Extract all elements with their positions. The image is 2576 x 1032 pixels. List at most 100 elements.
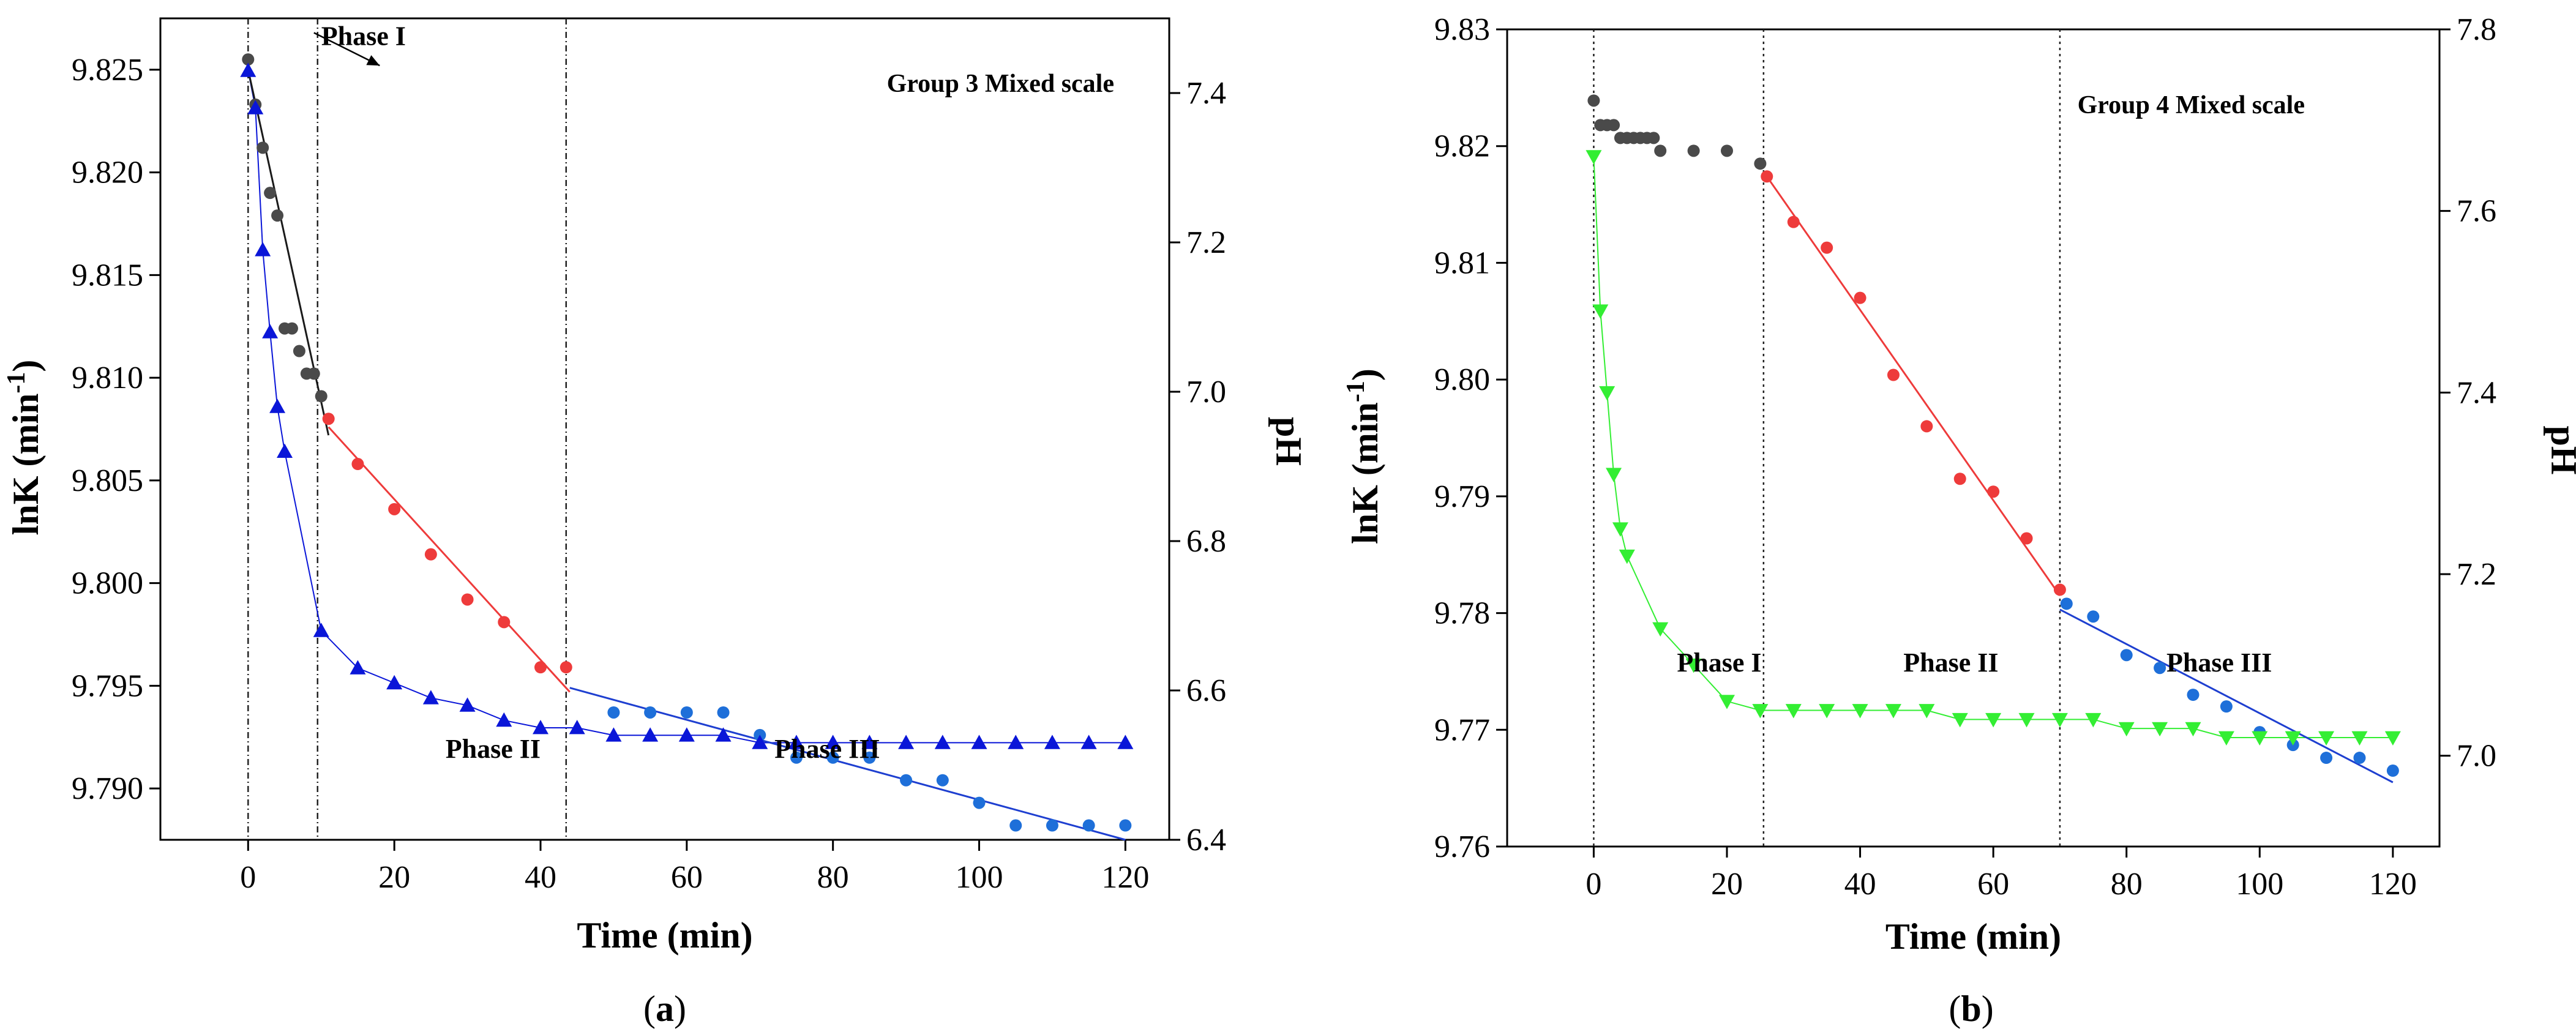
x-tick-label: 80 — [817, 860, 849, 895]
data-point — [285, 322, 298, 335]
y-axis-title-superscript: -1 — [2, 372, 31, 394]
data-point — [1987, 485, 2000, 498]
data-point — [240, 62, 256, 77]
y-axis-title-close: ) — [6, 360, 46, 372]
data-point — [936, 774, 949, 787]
data-point — [1718, 695, 1735, 709]
phase-annotation: Phase I — [321, 21, 406, 51]
chart-panel-b: 0 20 40 60 80 100 120 9.76 9.77 9.78 9.79 9.80 9.81 9… — [1342, 12, 2576, 1029]
data-point — [715, 727, 732, 742]
data-point — [255, 242, 271, 256]
y2-tick-label: 7.4 — [1186, 76, 1226, 111]
data-point — [247, 100, 264, 114]
data-point — [2020, 532, 2033, 545]
fit-line — [569, 687, 1126, 841]
data-point — [2154, 662, 2166, 675]
data-point — [1619, 549, 1635, 564]
data-point — [388, 503, 401, 515]
data-point — [424, 548, 437, 561]
fit-line — [1762, 171, 2061, 596]
data-point — [1046, 819, 1058, 832]
data-point — [898, 735, 915, 749]
fit-line — [328, 426, 571, 693]
data-point — [2053, 583, 2066, 596]
data-point — [315, 390, 328, 403]
data-point — [1685, 658, 1702, 673]
data-point — [269, 398, 286, 413]
phase-annotation: Phase II — [1903, 648, 1998, 678]
y2-tick-label: 7.0 — [1186, 375, 1226, 409]
data-point — [277, 443, 293, 458]
data-point — [2087, 610, 2100, 623]
data-point — [934, 735, 951, 749]
data-point — [1785, 704, 1802, 719]
data-point — [459, 697, 476, 712]
data-point — [2318, 731, 2335, 746]
data-point — [322, 413, 335, 425]
y2-tick-label: 7.8 — [2457, 12, 2496, 47]
y-tick-label: 9.815 — [72, 258, 143, 293]
data-point — [1008, 735, 1024, 749]
y2-tick-label: 6.4 — [1186, 823, 1226, 858]
y-tick-label: 9.800 — [72, 566, 143, 601]
data-point — [1687, 144, 1700, 157]
subfigure-label: (a) — [643, 989, 686, 1029]
y-axis-title-superscript: -1 — [1342, 381, 1370, 402]
data-point — [2353, 752, 2366, 765]
y-tick-label: 9.825 — [72, 53, 143, 88]
y2-tick-label: 7.2 — [1186, 225, 1226, 260]
y-tick-label: 9.795 — [72, 668, 143, 703]
data-point — [2152, 722, 2168, 737]
data-point — [1586, 150, 1602, 165]
y-axis-title-close: ) — [1345, 368, 1385, 381]
y2-axis-title: pH — [2544, 425, 2576, 474]
data-point — [496, 712, 512, 727]
data-point — [1819, 704, 1835, 719]
x-tick-label: 40 — [1844, 867, 1876, 902]
data-point — [2252, 731, 2268, 746]
data-point — [532, 720, 549, 735]
data-point — [900, 774, 913, 787]
y-tick-label: 9.81 — [1434, 245, 1490, 280]
annotation-arrow-head — [366, 55, 380, 66]
x-tick-label: 120 — [1101, 860, 1149, 895]
data-point — [2120, 649, 2133, 662]
data-point — [350, 660, 366, 675]
data-point — [351, 458, 364, 471]
data-point — [1919, 704, 1935, 719]
y-tick-label: 9.805 — [72, 463, 143, 498]
data-point — [1592, 304, 1609, 319]
data-point — [607, 706, 620, 719]
data-point — [863, 751, 876, 764]
data-point — [2118, 722, 2135, 737]
data-point — [2218, 731, 2234, 746]
subfigure-label-close: ) — [674, 989, 686, 1029]
x-tick-label: 0 — [240, 860, 256, 895]
data-point — [2060, 597, 2073, 610]
data-point — [2051, 712, 2068, 728]
x-axis-title: Time (min) — [577, 915, 752, 955]
x-tick-label: 60 — [671, 860, 703, 895]
data-point — [264, 187, 277, 200]
data-point — [1852, 704, 1868, 719]
data-point — [307, 367, 320, 380]
data-point — [242, 53, 255, 66]
data-point — [1885, 704, 1901, 719]
data-point — [1752, 704, 1769, 719]
subfigure-label-open: ( — [643, 989, 656, 1029]
x-tick-label: 100 — [2236, 867, 2283, 902]
data-point — [461, 593, 474, 606]
x-tick-label: 0 — [1586, 867, 1601, 902]
data-point — [1652, 622, 1669, 637]
data-point — [678, 727, 695, 742]
data-point — [422, 690, 439, 705]
data-point — [2351, 731, 2368, 746]
data-point — [973, 796, 986, 809]
x-axis-title: Time (min) — [1885, 916, 2061, 957]
data-point — [1952, 712, 1968, 728]
data-point — [971, 735, 987, 749]
data-point — [1720, 144, 1733, 157]
data-point — [2187, 689, 2200, 701]
y2-tick-label: 7.4 — [2457, 375, 2496, 410]
y2-tick-label: 6.6 — [1186, 673, 1226, 708]
